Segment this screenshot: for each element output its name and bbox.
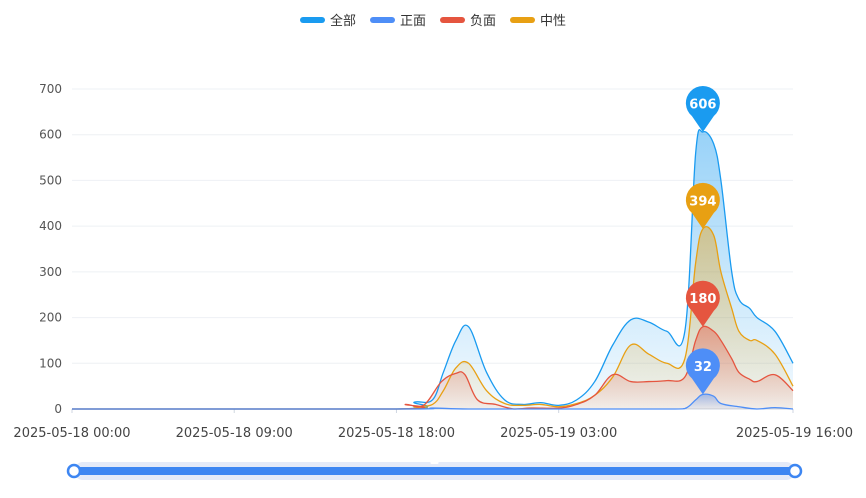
marker-value-label: 606 bbox=[689, 97, 716, 112]
y-axis: 0 100 200 300 400 500 600 700 bbox=[39, 82, 62, 416]
legend-swatch bbox=[299, 16, 325, 23]
y-tick-label: 700 bbox=[39, 82, 62, 96]
marker-pin bbox=[685, 86, 720, 132]
legend-label: 正面 bbox=[399, 14, 426, 29]
slider-range-bar bbox=[74, 467, 795, 475]
legend-label: 中性 bbox=[540, 14, 567, 29]
peak-marker-neu[interactable]: 394 bbox=[685, 182, 720, 229]
series-area-pos bbox=[72, 394, 793, 409]
legend-item-all[interactable]: 全部 bbox=[299, 10, 356, 29]
x-axis: 2025-05-18 00:00 2025-05-18 09:00 2025-05-… bbox=[13, 409, 853, 441]
series-line-neu[interactable] bbox=[72, 226, 794, 410]
y-tick-label: 500 bbox=[39, 173, 62, 187]
series-line-pos[interactable] bbox=[72, 393, 794, 410]
peak-marker-neg[interactable]: 180 bbox=[685, 280, 720, 327]
x-tick-label: 2025-05-19 16:00 bbox=[736, 426, 853, 441]
x-tick-label: 2025-05-18 00:00 bbox=[13, 426, 130, 441]
y-tick-label: 0 bbox=[54, 402, 62, 416]
legend-swatch bbox=[369, 16, 395, 23]
peak-marker-pos[interactable]: 32 bbox=[685, 348, 720, 395]
marker-pin bbox=[685, 280, 720, 327]
slider-handle-start[interactable] bbox=[66, 463, 82, 479]
chart-legend: 全部 正面 负面 中性 bbox=[0, 10, 866, 29]
series-line-neg[interactable] bbox=[72, 325, 794, 410]
x-tick-label: 2025-05-18 18:00 bbox=[338, 426, 455, 441]
marker-value-label: 180 bbox=[689, 292, 716, 307]
marker-pin bbox=[685, 182, 720, 229]
marker-pin bbox=[685, 348, 720, 395]
series-area-neg bbox=[72, 326, 793, 409]
peak-markers: 606 394 180 32 bbox=[685, 86, 720, 395]
y-tick-label: 600 bbox=[39, 128, 62, 142]
peak-marker-all[interactable]: 606 bbox=[685, 86, 720, 132]
series-areas bbox=[72, 129, 793, 409]
legend-item-pos[interactable]: 正面 bbox=[369, 10, 426, 29]
marker-value-label: 394 bbox=[689, 194, 716, 209]
x-tick-label: 2025-05-18 09:00 bbox=[176, 426, 293, 441]
zoom-slider[interactable] bbox=[66, 460, 803, 480]
legend-swatch bbox=[440, 16, 465, 23]
legend-label: 负面 bbox=[470, 14, 497, 29]
slider-handle-end[interactable] bbox=[787, 463, 803, 479]
legend-swatch bbox=[510, 16, 536, 23]
legend-item-neg[interactable]: 负面 bbox=[440, 10, 496, 29]
x-tick-label: 2025-05-19 03:00 bbox=[500, 426, 617, 441]
marker-value-label: 32 bbox=[694, 360, 712, 375]
y-tick-label: 100 bbox=[39, 356, 62, 370]
legend-item-neu[interactable]: 中性 bbox=[510, 10, 566, 29]
y-tick-label: 300 bbox=[39, 265, 62, 279]
y-tick-label: 400 bbox=[39, 219, 62, 233]
legend-label: 全部 bbox=[329, 14, 356, 29]
y-tick-label: 200 bbox=[39, 311, 62, 325]
series-lines bbox=[72, 128, 794, 410]
slider-center-grip bbox=[430, 460, 439, 464]
